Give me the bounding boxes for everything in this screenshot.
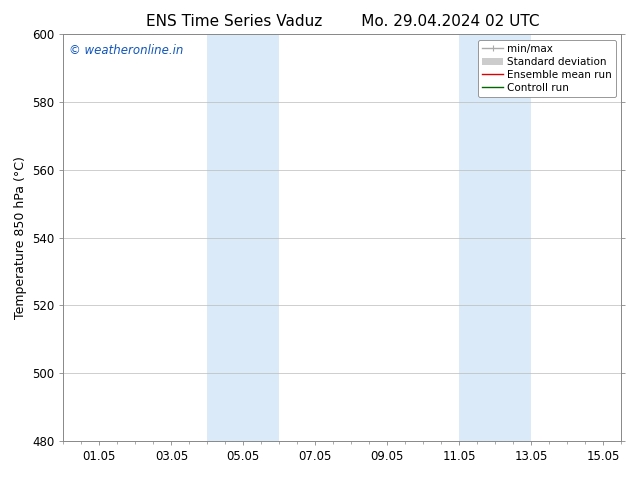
Y-axis label: Temperature 850 hPa (°C): Temperature 850 hPa (°C)	[13, 156, 27, 319]
Bar	[207, 34, 280, 441]
Legend: min/max, Standard deviation, Ensemble mean run, Controll run: min/max, Standard deviation, Ensemble me…	[478, 40, 616, 97]
Bar	[460, 34, 531, 441]
Text: © weatheronline.in: © weatheronline.in	[69, 45, 183, 57]
Title: ENS Time Series Vaduz        Mo. 29.04.2024 02 UTC: ENS Time Series Vaduz Mo. 29.04.2024 02 …	[146, 14, 539, 29]
